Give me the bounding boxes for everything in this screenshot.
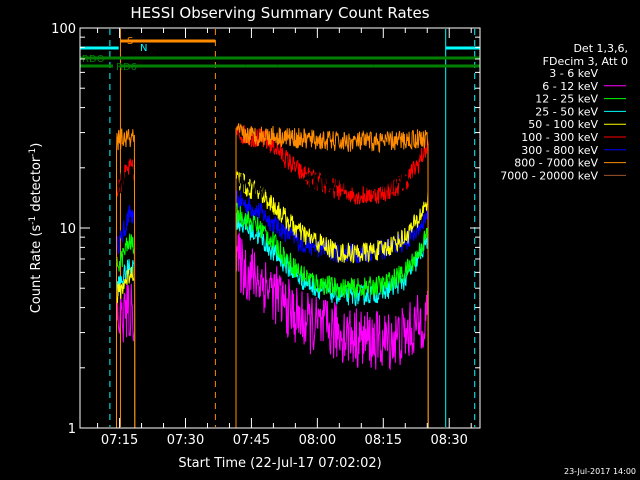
x-tick-label: 07:45 (233, 433, 270, 448)
legend-entry-label: 800 - 7000 keV (514, 157, 598, 170)
footer-timestamp: 23-Jul-2017 14:00 (564, 467, 636, 476)
series-line (116, 233, 136, 429)
y-axis-label-main: Count Rate (s (29, 225, 44, 314)
x-axis: 07:15 07:30 07:45 08:00 08:15 08:30 (97, 28, 472, 448)
series-line (235, 171, 429, 429)
x-tick-label: 08:15 (365, 433, 402, 448)
x-tick-label: 08:30 (430, 433, 467, 448)
legend-header-line-1: Det 1,3,6, (573, 42, 628, 55)
legend-entry-label: 100 - 300 keV (521, 131, 598, 144)
flag-label-s: S (127, 36, 133, 47)
legend-entry-label: 50 - 100 keV (528, 118, 598, 131)
legend-header-line-2: FDecim 3, Att 0 (543, 55, 628, 68)
legend-entry-label: 3 - 6 keV (549, 67, 598, 80)
series-line (235, 123, 429, 429)
flag-label-rd6: RD6 (116, 62, 137, 73)
series-line (116, 158, 136, 429)
chart-title: HESSI Observing Summary Count Rates (130, 4, 429, 22)
series-line (116, 283, 136, 429)
y-axis-label-middle: detector (29, 156, 44, 216)
legend-entry-label: 12 - 25 keV (535, 93, 598, 106)
y-axis: 1 10 100 (51, 22, 480, 437)
y-tick-label: 1 (68, 422, 76, 437)
series-line (116, 128, 136, 429)
y-axis-label-exponent-1: -1 (28, 216, 38, 225)
y-axis-label-close: ) (29, 143, 44, 148)
legend-entry-label: 25 - 50 keV (535, 105, 598, 118)
series-line (116, 166, 136, 429)
y-axis-label-exponent-2: -1 (28, 148, 38, 157)
x-tick-label: 08:00 (299, 433, 336, 448)
x-tick-label: 07:30 (167, 433, 204, 448)
series-line (235, 201, 429, 429)
legend-entry-label: 7000 - 20000 keV (500, 169, 598, 182)
flag-label-rdo: RDO (82, 54, 105, 65)
flag-label-n: N (140, 43, 147, 54)
x-axis-label: Start Time (22-Jul-17 07:02:02) (178, 456, 381, 471)
series-line (235, 232, 429, 429)
series-line (116, 264, 136, 429)
series-line (116, 205, 136, 429)
legend-entry-label: 6 - 12 keV (542, 80, 598, 93)
y-tick-label: 100 (51, 22, 76, 37)
y-tick-label: 10 (59, 222, 76, 237)
x-tick-label: 07:15 (101, 433, 138, 448)
series-line (235, 171, 429, 429)
y-axis-label: Count Rate (s-1 detector-1) (28, 143, 44, 314)
legend-entry-label: 300 - 800 keV (521, 144, 598, 157)
